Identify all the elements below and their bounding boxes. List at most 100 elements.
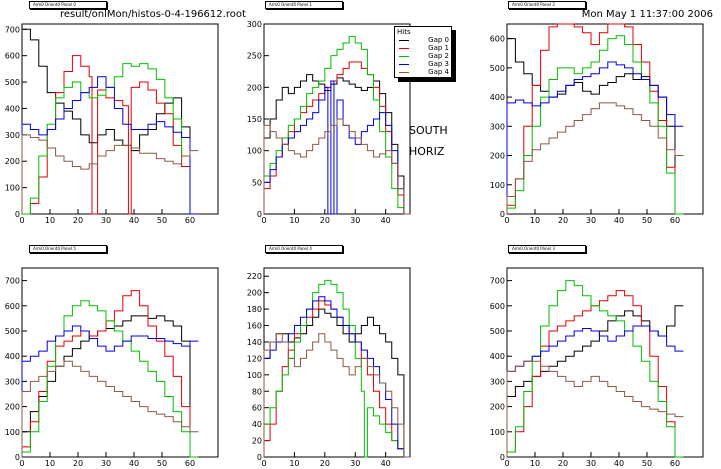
- x-tick-label: 30: [586, 216, 596, 225]
- series-gap-1: [506, 290, 684, 458]
- y-tick-label: 500: [5, 327, 20, 336]
- y-tick-label: 600: [5, 302, 20, 311]
- y-tick-label: 0: [257, 210, 262, 219]
- x-tick-label: 60: [670, 216, 680, 225]
- x-tick-label: 30: [350, 459, 360, 468]
- x-tick-label: 50: [157, 216, 167, 225]
- panel-1: 0 50 100 150 200 250 300 0 10 20 30 40: [247, 20, 411, 225]
- x-tick-label: 20: [320, 216, 330, 225]
- y-tick-label: 600: [5, 52, 20, 61]
- y-tick-label: 200: [490, 403, 505, 412]
- y-tick-label: 220: [247, 272, 262, 281]
- y-tick-label: 180: [247, 305, 262, 314]
- panel-3: 0 100 200 300 400 500 600 700 0 10 20 30 40 50 60: [5, 267, 219, 468]
- series-gap-4: [21, 134, 199, 214]
- legend-label: Gap 3: [428, 60, 449, 68]
- y-tick-label: 160: [247, 322, 262, 331]
- series-gap-2: [506, 280, 684, 458]
- y-tick-label: 120: [247, 354, 262, 363]
- y-tick-label: 400: [5, 104, 20, 113]
- x-tick-label: 50: [157, 459, 167, 468]
- x-tick-label: 30: [101, 459, 111, 468]
- y-tick-label: 500: [5, 78, 20, 87]
- y-tick-label: 400: [5, 352, 20, 361]
- detector-side: SOUTH: [409, 124, 448, 137]
- series-gap-3: [21, 76, 199, 215]
- y-tick-label: 100: [490, 181, 505, 190]
- panel-tag-1: Arm0 Orient0 Panel 1: [265, 1, 343, 9]
- legend-label: Gap 4: [428, 68, 449, 76]
- y-tick-label: 80: [252, 387, 262, 396]
- y-tick-label: 600: [490, 302, 505, 311]
- x-tick-label: 50: [642, 459, 652, 468]
- legend-title: Hits: [397, 28, 411, 36]
- x-tick-label: 0: [504, 216, 509, 225]
- x-tick-label: 20: [558, 216, 568, 225]
- y-tick-label: 400: [490, 93, 505, 102]
- plot-frame: [21, 23, 219, 215]
- legend-swatch: [399, 55, 409, 57]
- series-gap-3: [506, 325, 684, 457]
- series-gap-0: [263, 74, 410, 215]
- y-tick-label: 0: [15, 453, 20, 462]
- legend-label: Gap 2: [428, 52, 449, 60]
- panel-tag-3: Arm0 Orient0 Panel 3: [508, 245, 586, 253]
- x-tick-label: 10: [530, 459, 540, 468]
- x-tick-label: 20: [73, 459, 83, 468]
- series-gap-4: [263, 333, 410, 458]
- legend: Hits Gap 0 Gap 1 Gap 2 Gap 3 Gap 4: [394, 26, 452, 78]
- series-gap-2: [21, 300, 199, 458]
- y-tick-label: 500: [490, 327, 505, 336]
- x-tick-label: 40: [381, 216, 391, 225]
- y-tick-label: 500: [490, 64, 505, 73]
- series-gap-1: [506, 23, 684, 215]
- y-tick-label: 200: [5, 157, 20, 166]
- y-tick-label: 600: [490, 35, 505, 44]
- detector-orientation: HORIZ: [409, 145, 445, 158]
- x-tick-label: 60: [185, 459, 195, 468]
- legend-entry: Gap 0: [397, 36, 449, 44]
- series-gap-4: [506, 360, 684, 457]
- series-gap-0: [21, 28, 199, 215]
- series-gap-3: [21, 325, 199, 457]
- y-tick-label: 100: [247, 147, 262, 156]
- plot-frame: [506, 23, 704, 215]
- y-tick-label: 300: [247, 20, 262, 29]
- y-tick-label: 100: [5, 428, 20, 437]
- plot-frame: [506, 267, 704, 458]
- x-tick-label: 40: [129, 459, 139, 468]
- legend-entry: Gap 1: [397, 44, 449, 52]
- x-tick-label: 20: [558, 459, 568, 468]
- y-tick-label: 0: [257, 453, 262, 462]
- series-gap-2: [22, 63, 199, 215]
- y-tick-label: 200: [247, 83, 262, 92]
- y-tick-label: 100: [490, 428, 505, 437]
- x-tick-label: 10: [530, 216, 540, 225]
- series-gap-4: [506, 102, 684, 214]
- x-tick-label: 0: [261, 216, 266, 225]
- series-gap-0: [263, 308, 410, 458]
- page-title: result/onlMon/histos-0-4-196612.root: [60, 9, 246, 20]
- legend-swatch: [399, 47, 409, 49]
- legend-label: Gap 1: [428, 44, 449, 52]
- y-tick-label: 300: [490, 122, 505, 131]
- series-gap-4: [21, 360, 199, 457]
- series-gap-1: [21, 290, 199, 458]
- detector-label: SOUTH HORIZ: [409, 120, 448, 162]
- x-tick-label: 10: [45, 459, 55, 468]
- y-tick-label: 0: [500, 210, 505, 219]
- series-gap-3: [263, 80, 410, 215]
- legend-entry: Gap 4: [397, 68, 449, 76]
- page-date: Mon May 1 11:37:00 2006: [581, 9, 713, 20]
- y-tick-label: 20: [252, 437, 262, 446]
- y-tick-label: 700: [5, 277, 20, 286]
- y-tick-label: 300: [5, 377, 20, 386]
- y-tick-label: 50: [252, 178, 262, 187]
- y-tick-label: 140: [247, 338, 262, 347]
- y-tick-label: 700: [490, 277, 505, 286]
- y-tick-label: 100: [5, 184, 20, 193]
- x-tick-label: 20: [320, 459, 330, 468]
- x-tick-label: 30: [586, 459, 596, 468]
- legend-swatch: [399, 39, 409, 41]
